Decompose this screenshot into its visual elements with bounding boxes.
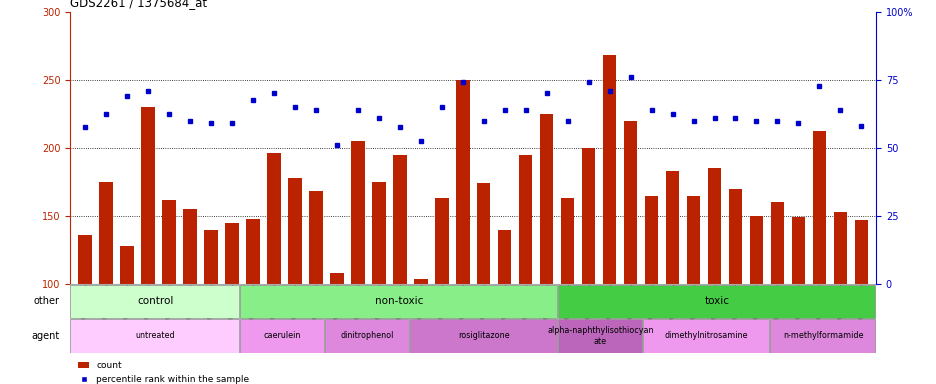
Bar (707, 168, 721, 384)
Text: alpha-naphthylisothiocyan
ate: alpha-naphthylisothiocyan ate (547, 326, 653, 346)
Bar (833, 212, 846, 384)
Bar (309, 192, 322, 384)
Bar (225, 223, 239, 384)
Bar (183, 209, 197, 384)
Bar (561, 198, 574, 384)
Bar (99, 182, 112, 384)
Bar (769, 319, 874, 353)
Bar (392, 155, 406, 384)
Bar (749, 216, 763, 384)
Bar (812, 131, 826, 384)
Bar (558, 319, 641, 353)
Bar (409, 319, 556, 353)
Legend: count, percentile rank within the sample: count, percentile rank within the sample (75, 358, 253, 384)
Bar (642, 319, 768, 353)
Bar (623, 121, 636, 384)
Bar (434, 198, 448, 384)
Bar (497, 230, 511, 384)
Bar (414, 279, 427, 384)
Text: n-methylformamide: n-methylformamide (782, 331, 862, 341)
Bar (476, 183, 490, 384)
Text: rosiglitazone: rosiglitazone (458, 331, 509, 341)
Bar (78, 235, 92, 384)
Bar (581, 148, 594, 384)
Text: untreated: untreated (135, 331, 175, 341)
Bar (519, 155, 532, 384)
Text: dinitrophenol: dinitrophenol (340, 331, 393, 341)
Text: caerulein: caerulein (263, 331, 300, 341)
Bar (240, 319, 323, 353)
Text: non-toxic: non-toxic (374, 296, 423, 306)
Bar (246, 219, 259, 384)
Bar (329, 273, 344, 384)
Bar (325, 319, 408, 353)
Bar (558, 285, 874, 318)
Bar (854, 220, 868, 384)
Text: agent: agent (32, 331, 60, 341)
Bar (791, 217, 804, 384)
Text: control: control (137, 296, 173, 306)
Bar (372, 182, 385, 384)
Bar (644, 195, 658, 384)
Bar (769, 202, 783, 384)
Bar (70, 319, 239, 353)
Bar (351, 141, 364, 384)
Bar (456, 79, 469, 384)
Bar (162, 200, 176, 384)
Bar (686, 195, 699, 384)
Text: dimethylnitrosamine: dimethylnitrosamine (664, 331, 748, 341)
Text: GDS2261 / 1375684_at: GDS2261 / 1375684_at (70, 0, 207, 9)
Bar (728, 189, 741, 384)
Bar (665, 171, 679, 384)
Bar (287, 178, 301, 384)
Bar (240, 285, 556, 318)
Bar (602, 55, 616, 384)
Bar (267, 153, 281, 384)
Bar (539, 114, 553, 384)
Bar (204, 230, 217, 384)
Text: toxic: toxic (704, 296, 729, 306)
Bar (141, 107, 154, 384)
Bar (70, 285, 239, 318)
Text: other: other (34, 296, 60, 306)
Bar (120, 246, 134, 384)
